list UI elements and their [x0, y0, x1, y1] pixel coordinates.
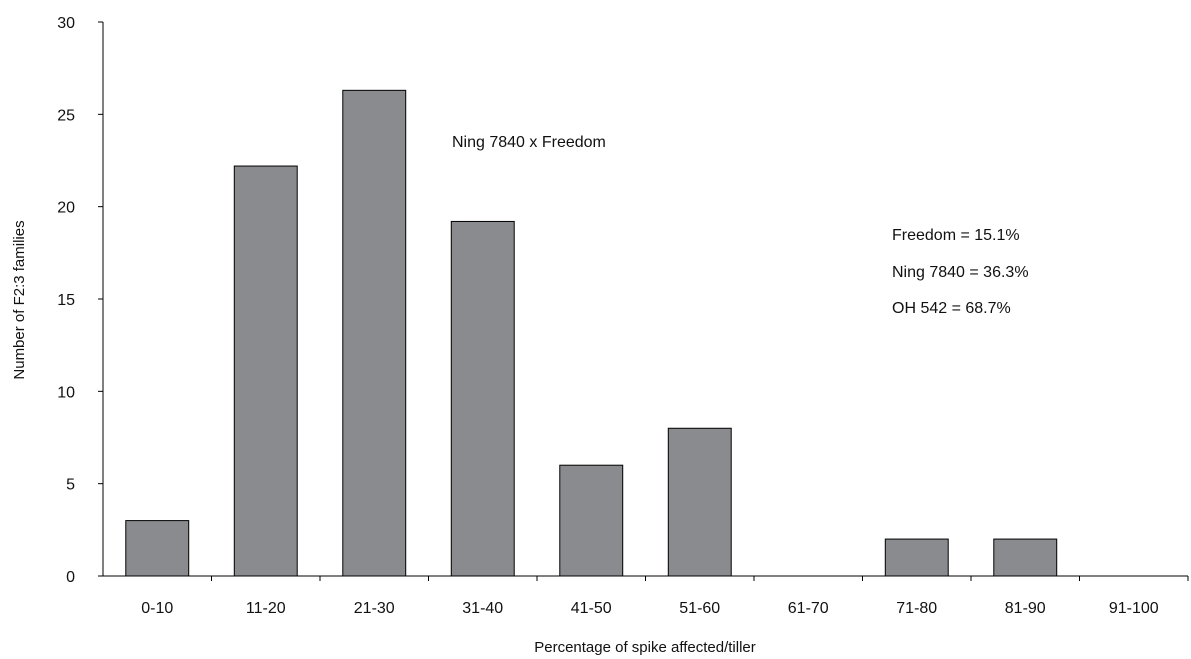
- x-tick-label: 41-50: [571, 600, 612, 617]
- y-tick-label: 20: [57, 200, 75, 217]
- y-tick-label: 25: [57, 107, 75, 124]
- oh-542-annotation: OH 542 = 68.7%: [892, 300, 1011, 317]
- x-tick-label: 0-10: [141, 600, 173, 617]
- bar-31-40: [450, 220, 515, 577]
- bar-71-80: [884, 538, 949, 577]
- x-tick-label: 91-100: [1109, 600, 1159, 617]
- cross-annotation: Ning 7840 x Freedom: [452, 134, 606, 151]
- y-tick-label: 5: [66, 477, 75, 494]
- y-tick-label: 0: [66, 569, 75, 586]
- y-tick-label: 15: [57, 292, 75, 309]
- ning-7840-annotation: Ning 7840 = 36.3%: [892, 264, 1029, 281]
- bar-21-30: [342, 89, 407, 577]
- x-tick-label: 51-60: [679, 600, 720, 617]
- freedom-annotation: Freedom = 15.1%: [892, 227, 1020, 244]
- y-tick-label: 10: [57, 384, 75, 401]
- x-tick-label: 21-30: [354, 600, 395, 617]
- bar-81-90: [993, 538, 1058, 577]
- bar-0-10: [125, 520, 190, 577]
- y-axis-title: Number of F2:3 families: [11, 220, 28, 379]
- bar-51-60: [667, 427, 732, 577]
- x-axis-title: Percentage of spike affected/tiller: [534, 639, 756, 656]
- x-tick-label: 61-70: [788, 600, 829, 617]
- x-tick-label: 81-90: [1005, 600, 1046, 617]
- bar-11-20: [233, 165, 298, 577]
- bar-41-50: [559, 464, 624, 577]
- x-tick-label: 11-20: [246, 600, 286, 617]
- y-ticks-group: 0 5 10 15 20 25 30: [57, 15, 103, 586]
- bars-group: [125, 89, 1058, 577]
- x-tick-label: 31-40: [462, 600, 503, 617]
- y-tick-label: 30: [57, 15, 75, 32]
- x-ticks-group: 0-10 11-20 21-30 31-40 41-50 51-60 61-70 71-80 8…: [141, 576, 1189, 617]
- x-tick-label: 71-80: [896, 600, 937, 617]
